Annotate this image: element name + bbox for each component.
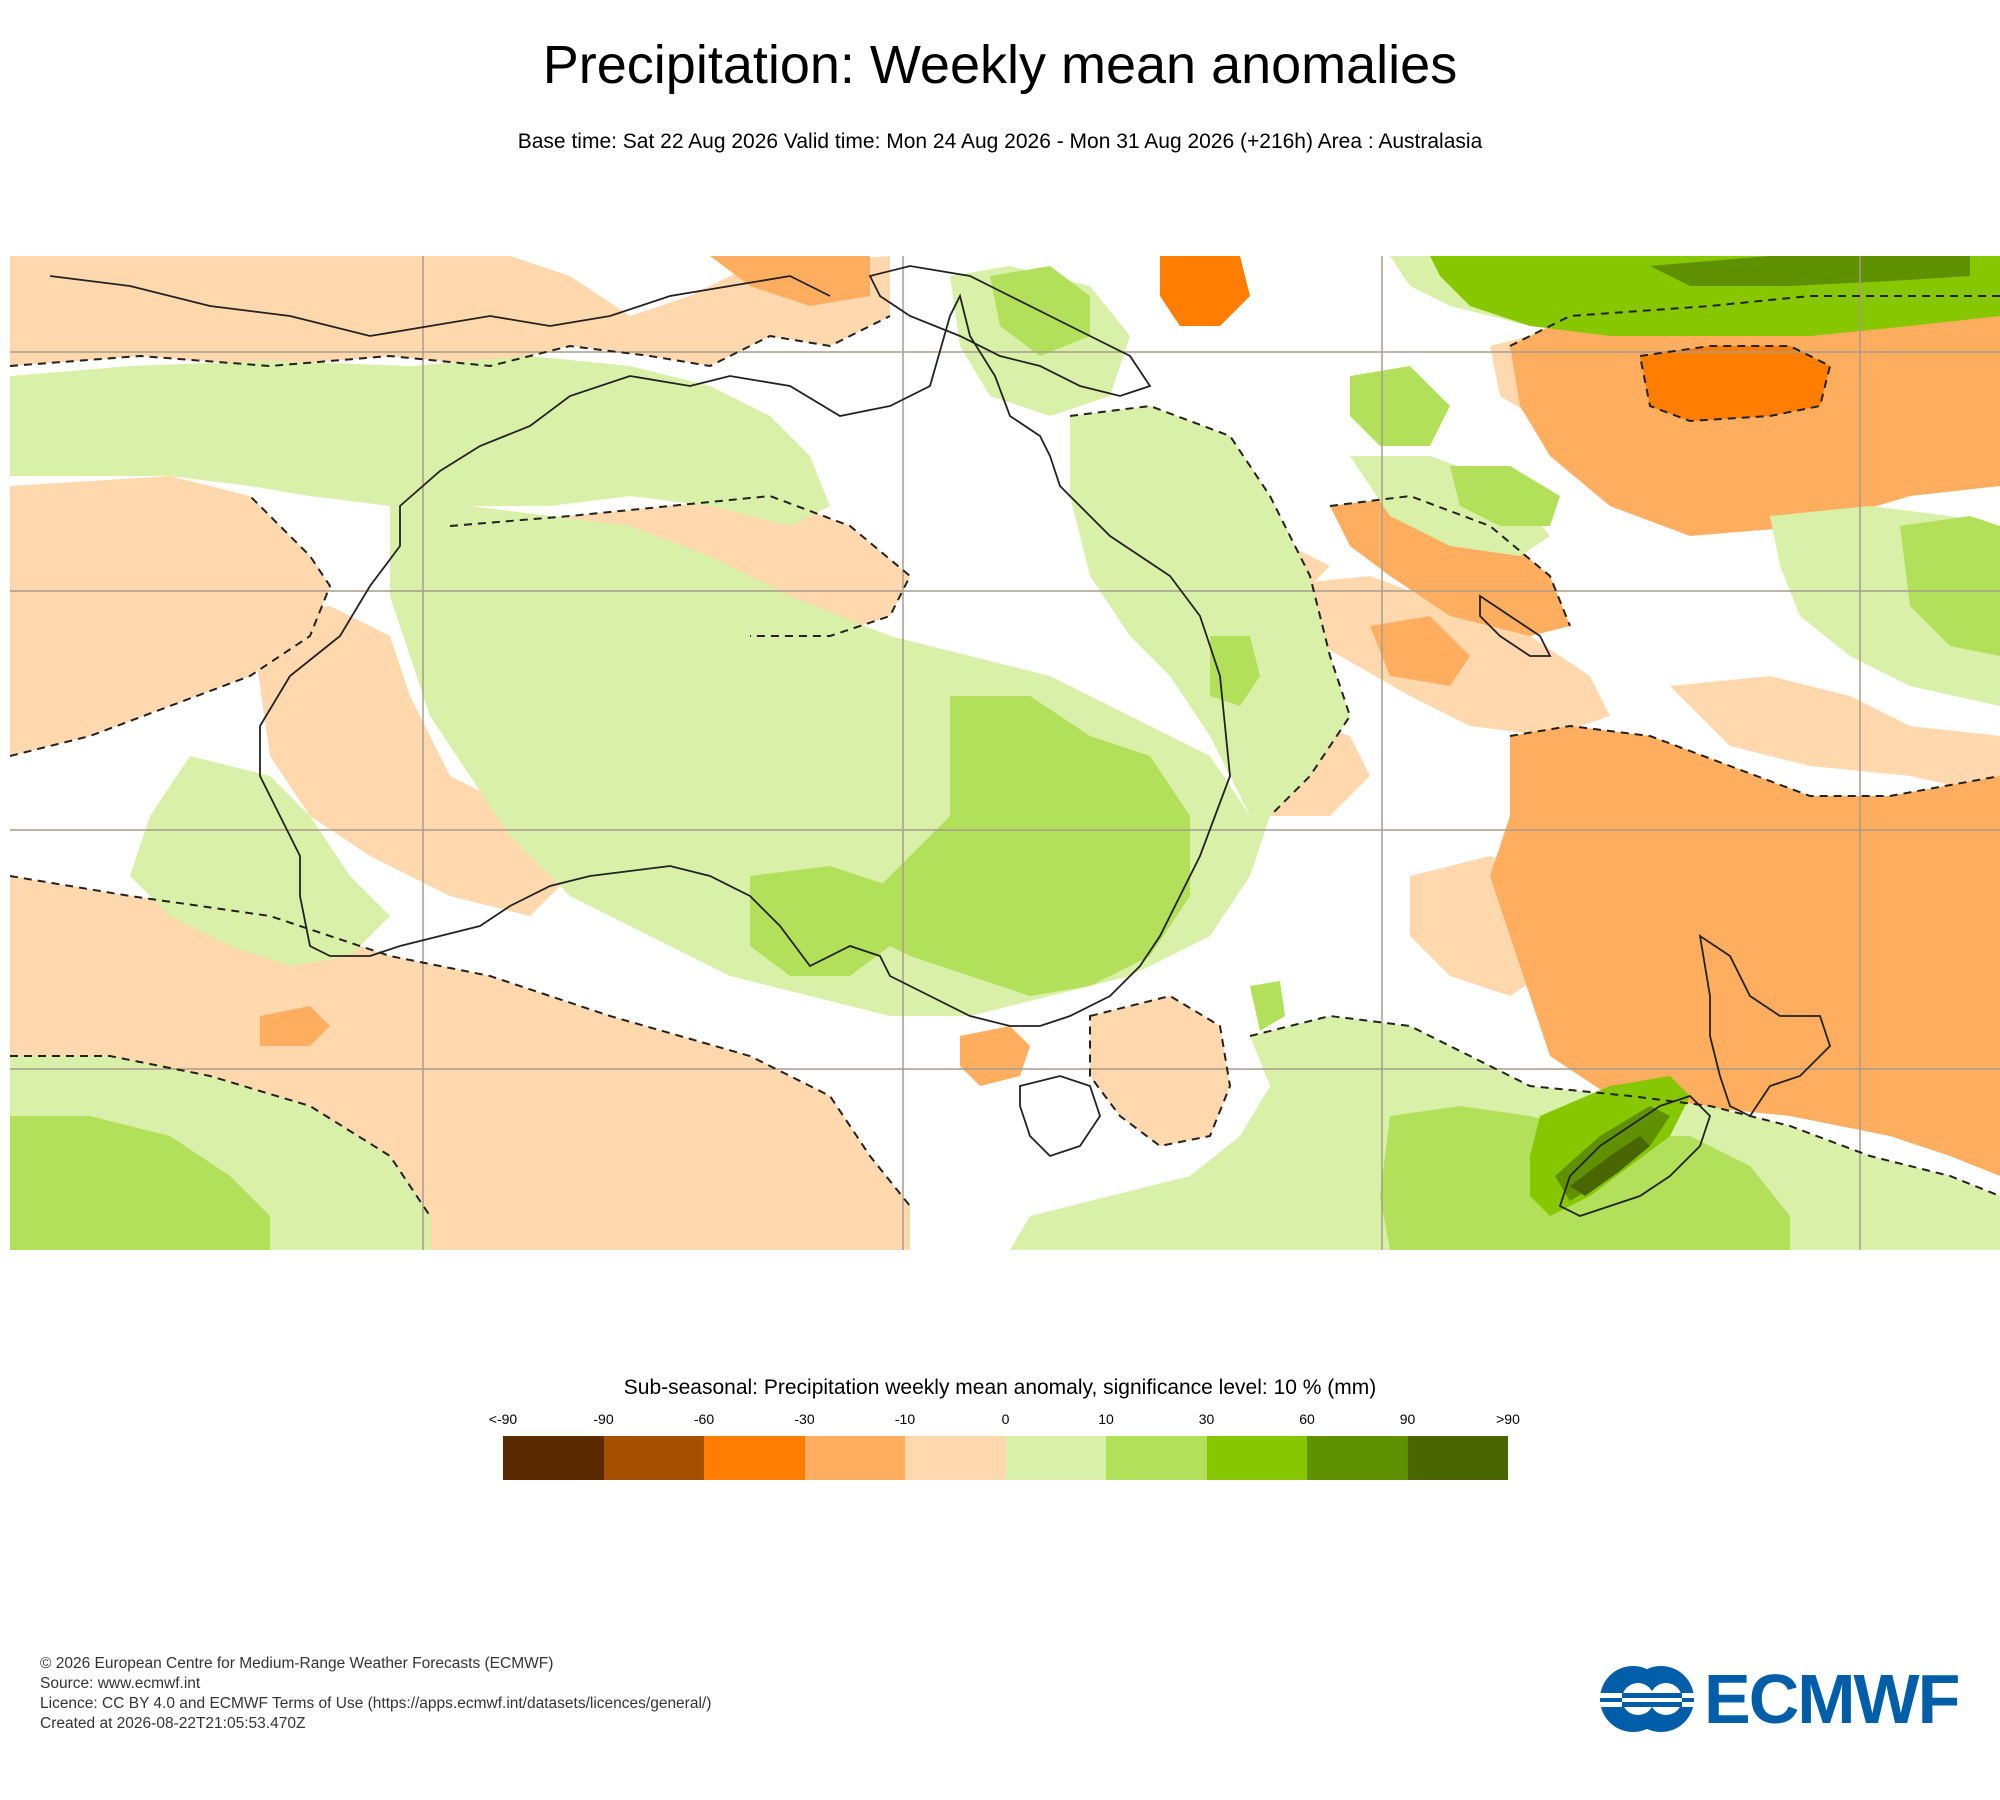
map-svg (10, 256, 2000, 1250)
legend-tick-label: 90 (1399, 1411, 1416, 1427)
legend-tick-label: 30 (1198, 1411, 1215, 1427)
legend-swatch (503, 1436, 604, 1480)
new-zealand-north-coastline (1698, 934, 1832, 1118)
significance-contours (10, 295, 2000, 1217)
legend-title: Sub-seasonal: Precipitation weekly mean … (623, 1376, 1377, 1399)
legend-colorbar (503, 1436, 1508, 1480)
anomaly-map (10, 256, 2000, 1250)
footer-created: Created at 2026-08-22T21:05:53.470Z (40, 1715, 306, 1732)
legend-tick-label: -90 (593, 1411, 614, 1427)
legend-swatch (603, 1436, 704, 1480)
legend-swatch (1307, 1436, 1408, 1480)
legend-swatch (704, 1436, 805, 1480)
legend-tick-label: -60 (693, 1411, 715, 1427)
footer-licence: Licence: CC BY 4.0 and ECMWF Terms of Us… (40, 1695, 712, 1712)
anomaly-strong-negative (1160, 256, 1830, 421)
legend-swatch (905, 1436, 1006, 1480)
legend-swatch (804, 1436, 905, 1480)
ecmwf-logo-text: ECMWF (1704, 1660, 1960, 1738)
ecmwf-logo-mark-icon (1598, 1666, 1696, 1732)
legend-swatch (1407, 1436, 1508, 1480)
legend-tick-label: 0 (1001, 1411, 1010, 1427)
coastlines (49, 265, 1832, 1217)
new-caledonia-coastline (1479, 594, 1552, 657)
legend-swatch (1005, 1436, 1106, 1480)
ecmwf-logo: ECMWF (1598, 1664, 1978, 1734)
footer-copyright: © 2026 European Centre for Medium-Range … (40, 1655, 554, 1672)
new-zealand-south-coastline (1558, 1094, 1712, 1217)
legend-tick-label: 60 (1299, 1411, 1315, 1427)
indonesia-coastline (49, 275, 831, 337)
chart-subtitle: Base time: Sat 22 Aug 2026 Valid time: M… (517, 130, 1483, 153)
footer-source: Source: www.ecmwf.int (40, 1675, 201, 1692)
legend-tick-label: <-90 (488, 1411, 518, 1427)
new-guinea-coastline (868, 265, 1152, 397)
legend-tick-label: -10 (894, 1411, 916, 1427)
anomaly-extreme-positive (1570, 1136, 1650, 1196)
legend-swatch (1206, 1436, 1307, 1480)
map-graticule (10, 256, 2000, 1250)
chart-title: Precipitation: Weekly mean anomalies (542, 35, 1458, 95)
legend-swatch (1106, 1436, 1207, 1480)
anomaly-medium-negative (260, 256, 2000, 1176)
legend-tick-label: -30 (794, 1411, 815, 1427)
legend-tick-label: >90 (1496, 1411, 1520, 1427)
footer-credits: © 2026 European Centre for Medium-Range … (40, 1654, 711, 1734)
tasmania-coastline (1019, 1075, 1101, 1158)
australia-coastline (259, 293, 1231, 1027)
legend-tick-label: 10 (1098, 1411, 1114, 1427)
